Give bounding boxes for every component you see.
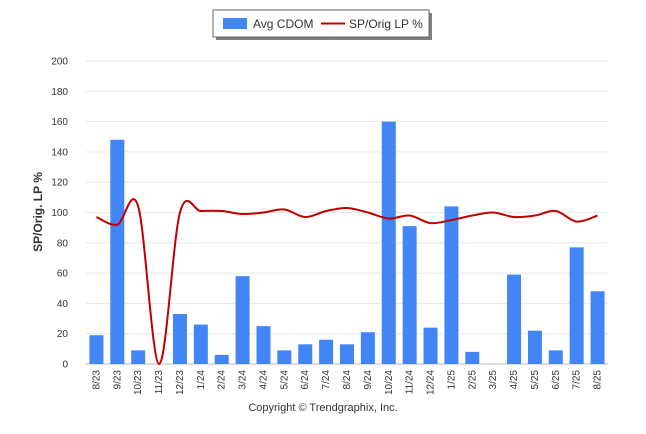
x-tick-label: 1/25 (446, 370, 457, 390)
bar-avg-cdom (548, 350, 563, 364)
legend: Avg CDOM SP/Orig LP % (212, 9, 432, 40)
bar-avg-cdom (569, 247, 584, 364)
x-tick-label: 10/24 (384, 370, 395, 395)
x-tick-label: 8/23 (91, 370, 102, 390)
bar-avg-cdom (277, 350, 292, 364)
bar-avg-cdom (172, 314, 187, 364)
line-sp-orig-lp (96, 198, 598, 366)
y-tick-label: 20 (57, 329, 69, 340)
bar-avg-cdom (131, 350, 146, 364)
copyright-text: Copyright © Trendgraphix, Inc. (248, 402, 398, 414)
x-tick-label: 2/25 (467, 370, 478, 390)
x-axis: 8/23 9/23 10/23 11/23 12/23 1/24 2/24 3/24 4/24 5… (91, 370, 603, 395)
y-tick-label: 100 (51, 208, 68, 219)
bar-avg-cdom (110, 139, 125, 364)
y-axis-label: SP/Orig. LP % (31, 172, 45, 252)
bar-avg-cdom (214, 354, 229, 364)
bar-avg-cdom (256, 326, 271, 364)
bar-avg-cdom (235, 276, 250, 364)
bar-avg-cdom (423, 327, 438, 364)
y-tick-label: 60 (57, 269, 69, 280)
x-tick-label: 7/25 (572, 370, 583, 390)
y-tick-label: 180 (51, 87, 68, 98)
x-tick-label: 6/24 (300, 370, 311, 390)
line-series (96, 198, 598, 366)
bar-avg-cdom (340, 344, 354, 364)
bar-avg-cdom (360, 332, 375, 364)
x-tick-label: 9/24 (363, 370, 374, 390)
bar-avg-cdom (319, 339, 334, 364)
y-tick-label: 80 (57, 238, 69, 249)
bar-avg-cdom (507, 274, 522, 364)
y-tick-label: 120 (51, 178, 68, 189)
x-tick-label: 8/25 (593, 370, 604, 390)
bar-avg-cdom (193, 324, 208, 364)
bar-avg-cdom (298, 344, 313, 364)
y-tick-label: 140 (51, 147, 68, 158)
x-tick-label: 4/25 (509, 370, 520, 390)
bar-avg-cdom (590, 291, 605, 364)
x-tick-label: 5/25 (530, 370, 541, 390)
y-tick-label: 0 (62, 360, 68, 371)
x-tick-label: 8/24 (342, 370, 353, 390)
x-tick-label: 3/25 (488, 370, 499, 390)
x-tick-label: 12/24 (426, 370, 437, 395)
y-tick-label: 40 (57, 299, 69, 310)
y-tick-label: 200 (51, 57, 68, 68)
x-tick-label: 7/24 (321, 370, 332, 390)
x-tick-label: 1/24 (196, 370, 207, 390)
x-tick-label: 5/24 (279, 370, 290, 390)
legend-label-avg-cdom: Avg CDOM (253, 17, 313, 31)
legend-label-sp-orig-lp: SP/Orig LP % (349, 17, 423, 31)
bar-avg-cdom (89, 335, 104, 364)
x-tick-label: 4/24 (258, 370, 269, 390)
bar-avg-cdom (465, 351, 480, 364)
x-tick-label: 12/23 (175, 370, 186, 395)
x-tick-label: 3/24 (238, 370, 249, 390)
bar-avg-cdom (402, 226, 417, 364)
grid (86, 60, 608, 365)
x-tick-label: 11/23 (154, 370, 165, 395)
bar-avg-cdom (527, 330, 542, 364)
x-tick-label: 6/25 (551, 370, 562, 390)
y-axis: 0 20 40 60 80 100 120 140 160 180 200 (51, 57, 68, 371)
x-tick-label: 9/23 (112, 370, 123, 390)
x-tick-label: 2/24 (217, 370, 228, 390)
legend-swatch-avg-cdom (223, 18, 247, 29)
y-tick-label: 160 (51, 117, 68, 128)
bars (89, 121, 605, 364)
x-tick-label: 10/23 (133, 370, 144, 395)
bar-avg-cdom (381, 121, 396, 364)
x-tick-label: 11/24 (405, 370, 416, 395)
bar-avg-cdom (444, 206, 459, 364)
